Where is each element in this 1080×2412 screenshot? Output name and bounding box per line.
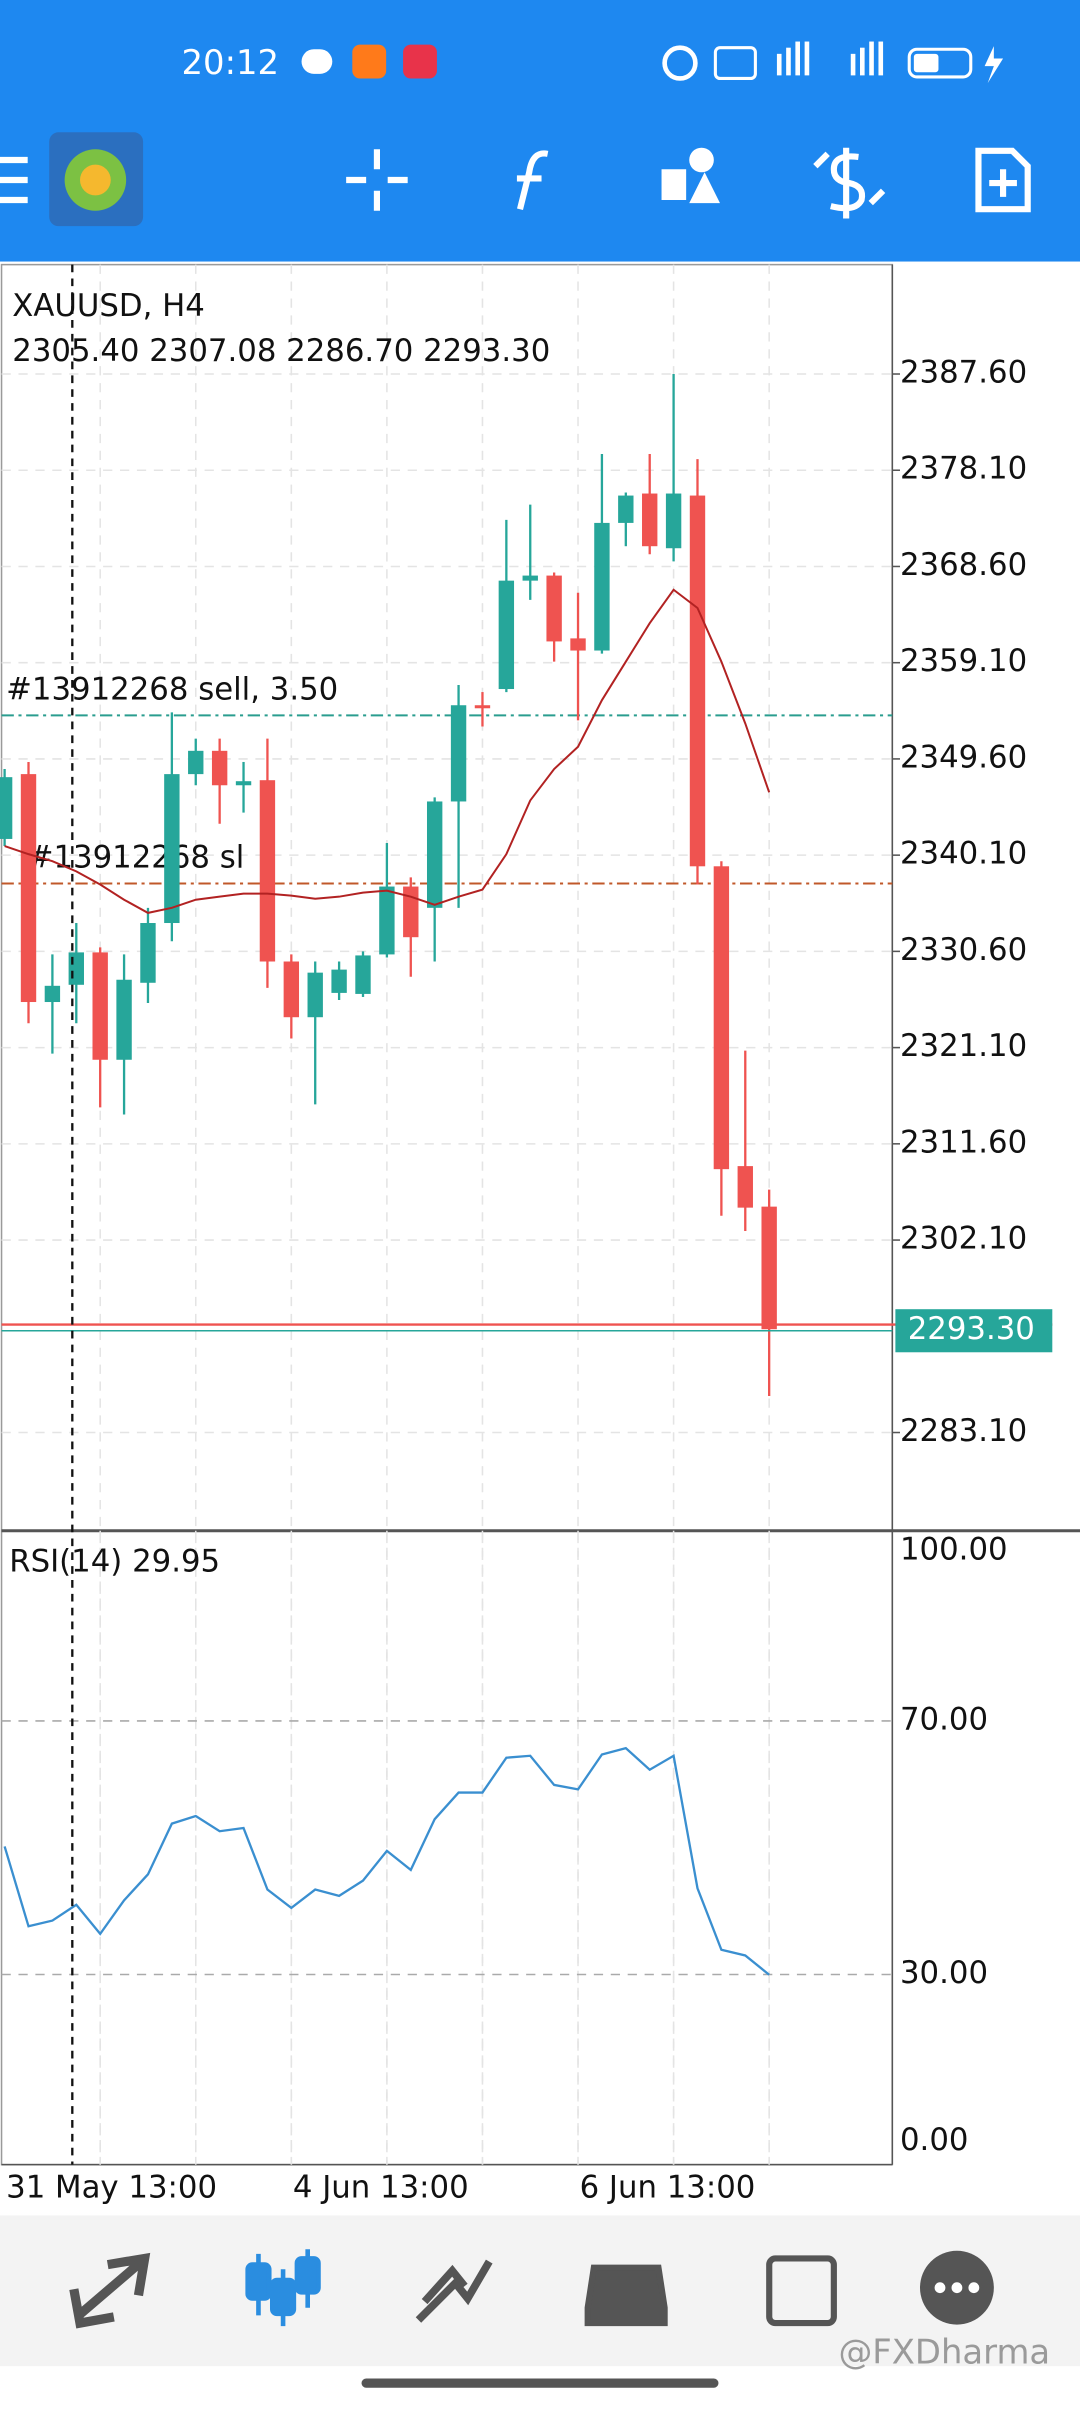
ohlc-readout: 2305.40 2307.08 2286.70 2293.30: [12, 333, 550, 369]
y-tick-label: 0.00: [900, 2122, 968, 2158]
y-tick-label: 2321.10: [900, 1028, 1027, 1064]
candle-body: [426, 801, 443, 908]
candle-body: [211, 750, 228, 786]
rsi-line: [3, 1746, 770, 1976]
candle-body: [403, 886, 419, 938]
candle-body: [498, 580, 515, 690]
y-tick-label: 2330.60: [900, 932, 1027, 968]
candle-body: [116, 979, 132, 1060]
status-icons: [301, 41, 1004, 84]
y-tick-label: 2359.10: [900, 643, 1027, 679]
plot: 31 May 13:00 4 Jun 13:00 6 Jun 13:00 2283.1…: [0, 264, 1053, 2206]
candle-body: [713, 866, 730, 1170]
y-tick-label: 2302.10: [900, 1221, 1027, 1257]
y-tick-label: 30.00: [900, 1955, 988, 1991]
candle-body: [450, 705, 467, 802]
x-tick-label: 6 Jun 13:00: [580, 2170, 756, 2206]
candle-body: [546, 575, 562, 642]
candle-body: [570, 638, 586, 651]
candle-body: [331, 969, 347, 993]
trade-button[interactable]: [813, 147, 886, 219]
candle-body: [761, 1206, 777, 1330]
x-tick-label: 31 May 13:00: [6, 2170, 217, 2206]
candle-body: [355, 955, 371, 994]
y-tick-label: 2283.10: [900, 1413, 1027, 1449]
candle-body: [522, 575, 538, 581]
menu-button[interactable]: [0, 156, 28, 204]
indicator-button[interactable]: [516, 150, 549, 210]
top-bar: [0, 0, 1080, 262]
candle-body: [44, 985, 61, 1003]
order-label: #13912268 sl: [28, 839, 245, 875]
candle-body: [92, 952, 108, 1060]
y-tick-label: 100.00: [900, 1531, 1008, 1567]
candle-body: [20, 774, 37, 1003]
candle-body: [737, 1166, 753, 1208]
watermark: @FXDharma: [838, 2332, 1050, 2371]
nav-icons: [69, 2249, 994, 2329]
y-tick-label: 2378.10: [900, 451, 1027, 487]
last-price-box: [895, 1309, 1053, 1353]
candle-body: [665, 493, 682, 549]
candle-body: [283, 961, 300, 1018]
order-label: #13912268 sell, 3.50: [6, 671, 338, 707]
nav-trade[interactable]: [415, 2259, 493, 2323]
candle-body: [618, 495, 634, 523]
home-indicator: [361, 2378, 719, 2388]
candle-body: [164, 774, 180, 924]
last-price-label: 2293.30: [908, 1311, 1035, 1347]
candle-body: [259, 780, 276, 962]
candle-body: [140, 923, 156, 983]
y-tick-label: 2311.60: [900, 1124, 1027, 1160]
candle-body: [235, 781, 252, 786]
clock: 20:12: [182, 43, 280, 82]
nav-history[interactable]: [584, 2264, 668, 2327]
objects-button[interactable]: [661, 169, 720, 204]
y-tick-label: 2349.60: [900, 739, 1027, 775]
crosshair-button[interactable]: [346, 149, 408, 211]
toolbar: [0, 132, 1031, 227]
candle-body: [379, 886, 395, 955]
candle-body: [642, 493, 658, 547]
candle-body: [68, 952, 84, 985]
chart-title: XAUUSD, H4: [12, 288, 205, 324]
nav-chart[interactable]: [245, 2249, 321, 2327]
y-tick-label: 2368.60: [900, 547, 1027, 583]
y-tick-label: 2340.10: [900, 836, 1027, 872]
candle-body: [689, 495, 706, 867]
nav-quotes[interactable]: [69, 2252, 151, 2329]
rsi-title: RSI(14) 29.95: [9, 1544, 220, 1580]
new-order-button[interactable]: [975, 147, 1031, 213]
candle-body: [188, 750, 204, 775]
y-tick-label: 70.00: [900, 1701, 988, 1737]
x-tick-label: 4 Jun 13:00: [293, 2170, 469, 2206]
candle-body: [307, 972, 323, 1018]
nav-news[interactable]: [766, 2255, 837, 2327]
candle-body: [594, 522, 610, 651]
chart-area: [0, 263, 894, 2166]
bottom-nav: [0, 2215, 1080, 2367]
candle-body: [474, 705, 491, 709]
moving-average: [4, 588, 771, 914]
y-tick-label: 2387.60: [900, 355, 1027, 391]
candle-body: [0, 777, 13, 839]
